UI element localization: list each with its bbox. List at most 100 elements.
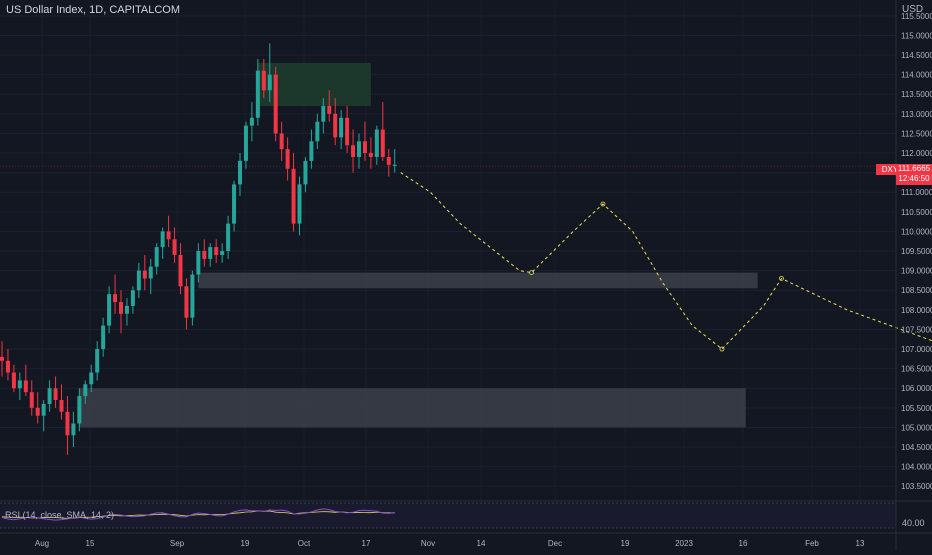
candle-body <box>279 133 284 150</box>
projection-pivot <box>600 201 606 207</box>
candle-body <box>0 356 4 361</box>
time-tick-label: 13 <box>856 539 865 548</box>
candle-body <box>368 153 373 157</box>
candle-body <box>35 407 40 416</box>
price-tick-label: 105.5000 <box>901 404 932 413</box>
time-axis[interactable]: Aug 15 Sep 19 Oct 17 Nov 14 Dec 19 2023 16 Feb 13 <box>35 539 865 548</box>
candle-body <box>29 392 34 408</box>
candle-body <box>291 168 296 224</box>
candle-body <box>142 270 147 279</box>
projection-pivot <box>529 270 534 276</box>
candle-body <box>136 270 141 291</box>
candle-body <box>261 70 266 91</box>
demand-zone-mid <box>198 272 758 289</box>
time-tick-label: 14 <box>477 539 486 548</box>
price-tick-label: 108.0000 <box>901 306 932 315</box>
price-tick-label: 112.5000 <box>901 129 932 138</box>
candle-body <box>160 231 165 248</box>
price-grid <box>0 15 896 487</box>
bar-countdown: 12:46:50 <box>898 174 930 183</box>
price-tick-label: 109.0000 <box>901 267 932 276</box>
time-tick-label: Nov <box>421 539 435 548</box>
candle-body <box>285 149 290 169</box>
candle-body <box>303 160 308 185</box>
time-tick-label: 16 <box>739 539 748 548</box>
candle-body <box>374 129 379 157</box>
projection-line <box>400 172 932 350</box>
candle-body <box>315 121 320 142</box>
candle-body <box>386 156 391 165</box>
candle-body <box>214 247 219 255</box>
candle-body <box>208 247 213 259</box>
price-tick-label: 109.5000 <box>901 247 932 256</box>
candle-body <box>119 302 123 314</box>
candle-body <box>351 145 356 157</box>
candle-body <box>190 274 195 318</box>
candle-body <box>101 325 106 350</box>
price-tick-label: 110.5000 <box>901 208 932 217</box>
price-tick-label: 113.0000 <box>901 110 932 119</box>
time-tick-label: 2023 <box>675 539 693 548</box>
candle-body <box>178 254 183 287</box>
price-tick-label: 108.5000 <box>901 286 932 295</box>
last-price: 111.6665 <box>897 164 931 173</box>
time-tick-label: Feb <box>805 539 819 548</box>
candle-body <box>23 380 28 393</box>
price-axis[interactable]: 115.5000 115.0000 114.5000 114.0000 113.5000… <box>901 12 932 491</box>
time-tick-label: 17 <box>362 539 371 548</box>
price-tick-label: 104.0000 <box>901 463 932 472</box>
price-tick-label: 114.5000 <box>901 51 932 60</box>
candle-body <box>309 141 314 161</box>
price-tick-label: 112.0000 <box>901 149 932 158</box>
price-tick-label: 115.5000 <box>901 12 932 21</box>
candle-body <box>11 372 16 389</box>
candle-body <box>267 74 272 91</box>
projection-pivot <box>779 276 784 281</box>
rsi-line <box>1 508 395 521</box>
rsi-legend[interactable]: RSI (14, close, SMA, 14, 2) <box>5 510 115 520</box>
candle-body <box>113 294 118 302</box>
candle-body <box>124 305 129 314</box>
price-tick-label: 111.0000 <box>901 188 932 197</box>
candle-body <box>166 231 171 240</box>
time-tick-label: Oct <box>298 539 311 548</box>
candle-body <box>255 70 260 118</box>
candle-body <box>380 129 385 157</box>
candle-body <box>345 117 350 146</box>
candle-body <box>297 184 302 224</box>
price-tick-label: 103.5000 <box>901 482 932 491</box>
candle-body <box>77 396 82 424</box>
candle-body <box>130 290 135 306</box>
candle-body <box>47 388 52 404</box>
candle-body <box>226 223 231 252</box>
time-tick-label: 19 <box>621 539 630 548</box>
candle-body <box>220 251 225 255</box>
candle-body <box>53 388 58 400</box>
candle-body <box>196 251 201 275</box>
price-tick-label: 107.0000 <box>901 345 932 354</box>
time-tick-label: Aug <box>35 539 49 548</box>
candle-body <box>339 117 344 138</box>
price-tick-label: 114.0000 <box>901 71 932 80</box>
candle-body <box>273 74 278 134</box>
candle-body <box>333 113 338 138</box>
candle-body <box>172 239 177 255</box>
candle-body <box>232 184 237 224</box>
projection-pivot <box>719 346 725 352</box>
price-tick-label: 105.0000 <box>901 423 932 432</box>
chart-title: US Dollar Index, 1D, CAPITALCOM <box>6 4 181 16</box>
candle-body <box>154 247 159 267</box>
rsi-band <box>0 503 896 528</box>
candle-body <box>107 294 112 326</box>
axis-currency: USD <box>902 4 924 15</box>
price-tick-label: 106.0000 <box>901 384 932 393</box>
price-tick-label: 115.0000 <box>901 31 932 40</box>
price-tick-label: 106.5000 <box>901 365 932 374</box>
candle-body <box>202 251 207 259</box>
candle-body <box>321 106 326 122</box>
candle-body <box>41 403 46 416</box>
symbol-badge: DXY <box>876 164 904 175</box>
